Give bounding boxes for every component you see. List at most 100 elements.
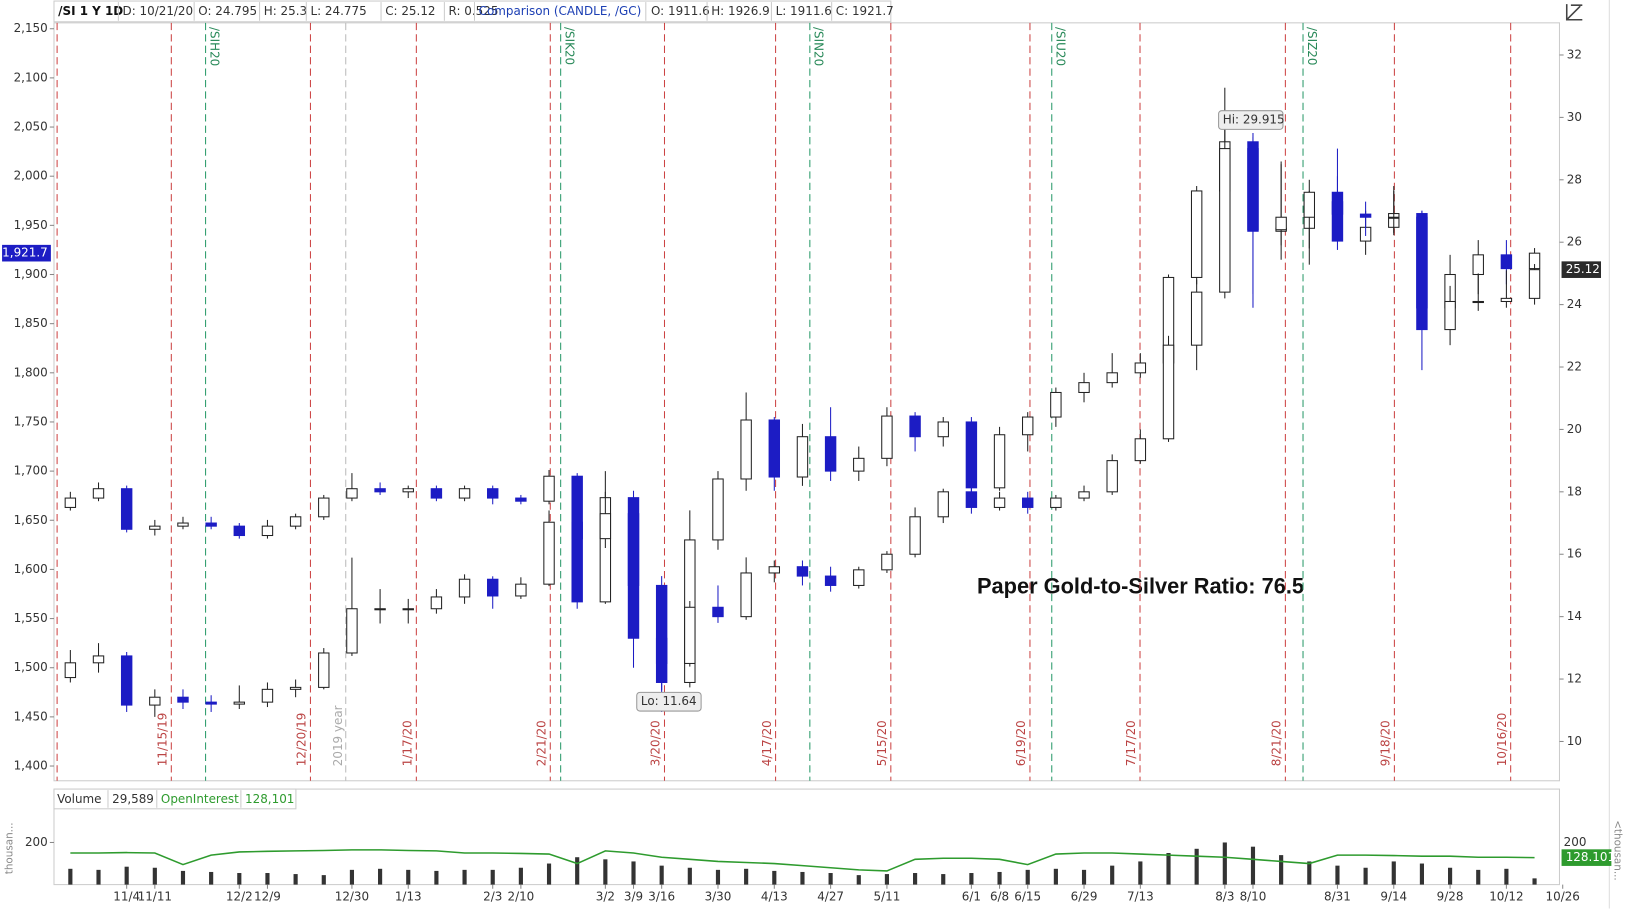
x-tick-label: 2/10 — [507, 890, 534, 904]
y2-tick-label: 14 — [1567, 609, 1582, 623]
comparison-field: H: 1926.9 — [711, 4, 770, 18]
header-field: O: 24.795 — [198, 4, 257, 18]
candle-body — [92, 488, 105, 499]
candle-body — [1134, 362, 1147, 374]
volume-bar — [715, 869, 721, 885]
comparison-field: O: 1911.6 — [651, 4, 710, 18]
volume-y-tick-label: 200 — [25, 835, 48, 849]
candle-body — [543, 475, 555, 502]
y-tick-label: 1,600 — [14, 562, 48, 576]
candle-body — [1106, 460, 1118, 493]
volume-bar — [378, 868, 383, 885]
y-tick-label: 1,750 — [14, 414, 48, 428]
volume-legend: OpenInterest — [161, 792, 239, 806]
candle-body — [458, 488, 471, 499]
volume-header — [53, 788, 297, 810]
x-tick-label: 8/31 — [1324, 890, 1351, 904]
comparison-field: C: 1921.7 — [836, 4, 894, 18]
candle-body — [120, 655, 133, 706]
x-tick-label: 9/14 — [1380, 890, 1407, 904]
candle-body — [402, 608, 414, 611]
candle-body — [1190, 291, 1203, 346]
candle-body — [796, 566, 809, 577]
candle-body — [1275, 216, 1287, 231]
candle-body — [430, 596, 443, 610]
y2-tick-label: 30 — [1567, 110, 1582, 124]
y2-tick-label: 12 — [1567, 672, 1582, 686]
candle-body — [909, 415, 921, 438]
volume-bar — [659, 865, 664, 885]
y2-tick-label: 26 — [1567, 235, 1582, 249]
last-value-label: 1,921.7 — [2, 246, 48, 260]
candle-body — [1359, 213, 1372, 218]
x-tick-label: 6/29 — [1071, 890, 1098, 904]
candle-body — [965, 491, 978, 508]
volume-bar — [1307, 861, 1312, 885]
candle-body — [909, 516, 921, 555]
volume-bar — [1081, 869, 1087, 885]
volume-plot-frame — [53, 788, 1560, 886]
contract-label: /SIH20 — [207, 27, 221, 66]
volume-bar — [180, 870, 186, 885]
candle-body — [1500, 254, 1513, 270]
y2-tick-label: 28 — [1567, 172, 1582, 186]
candle-body — [487, 488, 499, 499]
candle-body — [346, 488, 358, 499]
candle-body — [1190, 190, 1203, 278]
volume-bar — [1222, 842, 1227, 885]
candle-body — [599, 513, 612, 540]
x-tick-label: 12/30 — [335, 890, 369, 904]
y-tick-label: 2,150 — [14, 21, 48, 35]
candle-body — [233, 701, 246, 705]
settings-icon[interactable] — [1565, 4, 1583, 21]
candle-body — [318, 497, 330, 518]
candle-body — [712, 606, 724, 618]
volume-bar — [152, 867, 157, 885]
volume-bar — [1025, 869, 1030, 885]
candle-body — [149, 696, 161, 706]
header-field: R: 0.525 — [449, 4, 499, 18]
candle-body — [1388, 216, 1400, 219]
volume-bar — [321, 875, 326, 885]
volume-bar — [1419, 863, 1425, 885]
volume-bar — [575, 857, 580, 885]
candle-body — [993, 497, 1006, 508]
contract-label: /SIN20 — [812, 27, 826, 66]
candle-body — [1472, 254, 1484, 276]
settings-glyph — [1565, 4, 1583, 21]
candle-body — [374, 488, 386, 493]
volume-bar — [1194, 848, 1199, 885]
volume-bar — [1166, 853, 1171, 885]
candle-body — [853, 569, 865, 586]
candle-body — [796, 436, 809, 478]
y-tick-label: 1,450 — [14, 709, 48, 723]
candle-body — [515, 497, 527, 502]
y2-tick-label: 18 — [1567, 484, 1582, 498]
candle-body — [1050, 497, 1062, 508]
volume-bar — [1250, 846, 1256, 885]
candle-body — [1303, 191, 1316, 218]
volume-bar — [631, 861, 636, 885]
y-tick-label: 1,650 — [14, 513, 48, 527]
candle-body — [1022, 416, 1034, 436]
volume-bar — [856, 875, 861, 885]
volume-bar — [546, 863, 552, 885]
volume-bar — [434, 870, 439, 885]
volume-bar — [1279, 855, 1284, 885]
hi-label-box — [1218, 110, 1284, 130]
expiration-label: 9/18/20 — [1379, 720, 1393, 766]
candle-body — [965, 421, 978, 489]
x-tick-label: 7/13 — [1127, 890, 1154, 904]
candle-body — [824, 575, 837, 586]
candle-body — [740, 572, 752, 618]
x-tick-label: 6/8 — [990, 890, 1009, 904]
candle-body — [92, 655, 105, 664]
lo-label-box — [636, 691, 702, 712]
comparison-label: Comparison (CANDLE, /GC) — [479, 4, 642, 18]
header-field: L: 24.775 — [310, 4, 366, 18]
candle-body — [1416, 216, 1428, 331]
volume-bar — [1138, 861, 1143, 885]
candle-body — [430, 488, 443, 499]
volume-bar — [603, 859, 608, 885]
candle-body — [881, 553, 893, 571]
